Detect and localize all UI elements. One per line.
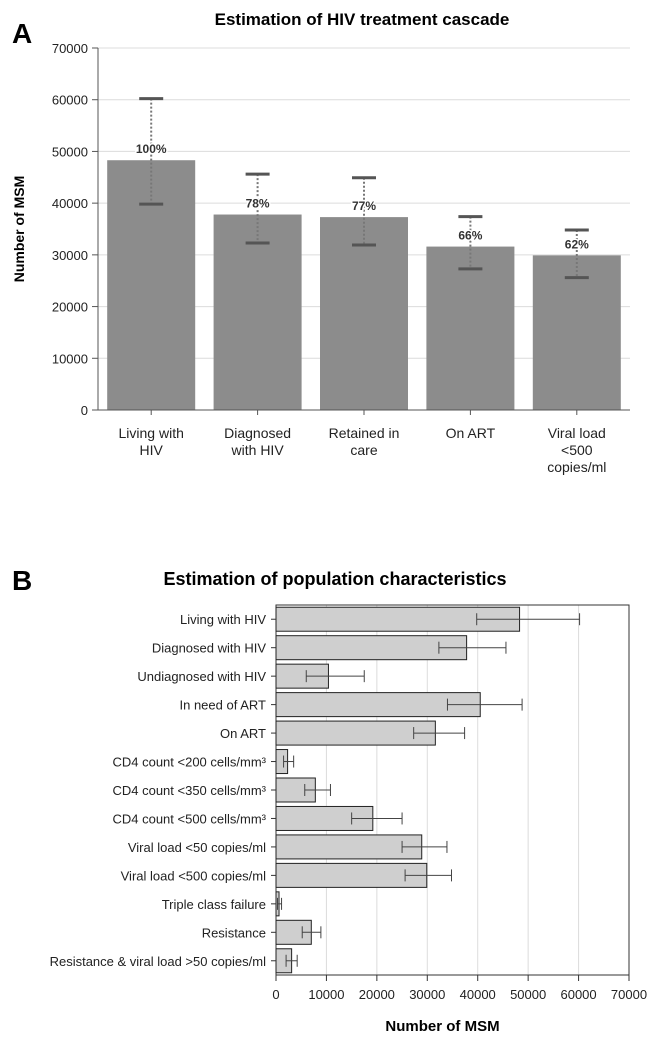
bar	[275, 635, 468, 661]
x-tick-label: 0	[272, 987, 279, 1002]
x-axis-label: Number of MSM	[385, 1018, 499, 1035]
x-tick-label: 40000	[460, 987, 496, 1002]
y-tick-label: 70000	[52, 41, 88, 56]
bar	[275, 862, 428, 888]
y-tick-label: 20000	[52, 300, 88, 315]
x-tick-label: 10000	[308, 987, 344, 1002]
x-tick-label: 30000	[409, 987, 445, 1002]
chart-b-title: Estimation of population characteristics	[163, 569, 507, 589]
y-tick-label: Living with HIV	[180, 612, 266, 627]
y-tick-label: CD4 count <350 cells/mm³	[112, 783, 266, 798]
y-tick-label: Triple class failure	[162, 897, 266, 912]
bar	[320, 217, 408, 410]
x-tick-label: Living with	[119, 425, 184, 441]
x-tick-label: 50000	[510, 987, 546, 1002]
y-axis-label: Number of MSM	[11, 176, 27, 283]
bar	[213, 214, 302, 410]
x-tick-label: copies/ml	[547, 459, 606, 475]
x-tick-label: <500	[561, 442, 593, 458]
bar	[532, 255, 621, 410]
x-tick-label: 20000	[359, 987, 395, 1002]
y-tick-label: Undiagnosed with HIV	[137, 669, 266, 684]
chart-a-title: Estimation of HIV treatment cascade	[214, 10, 510, 29]
y-tick-label: Viral load <50 copies/ml	[128, 840, 266, 855]
panel-a-label: A	[12, 18, 33, 49]
y-tick-label: Viral load <500 copies/ml	[121, 868, 266, 883]
y-tick-label: CD4 count <500 cells/mm³	[112, 811, 266, 826]
y-tick-label: In need of ART	[180, 698, 267, 713]
y-tick-label: Resistance & viral load >50 copies/ml	[50, 954, 267, 969]
y-tick-label: 30000	[52, 248, 88, 263]
y-tick-label: Resistance	[202, 925, 266, 940]
y-tick-label: Diagnosed with HIV	[152, 641, 266, 656]
data-label: 62%	[565, 237, 589, 251]
data-label: 78%	[246, 197, 270, 211]
y-tick-label: 60000	[52, 93, 88, 108]
x-tick-label: On ART	[446, 425, 496, 441]
bar	[275, 834, 423, 860]
chart-a: 0 10000 20000 30000 40000 50000 60000 70000 Numb…	[11, 41, 630, 475]
y-tick-label: On ART	[220, 726, 266, 741]
x-tick-label: with HIV	[231, 442, 285, 458]
y-tick-label: 40000	[52, 196, 88, 211]
bar	[107, 160, 196, 410]
x-tick-label: Diagnosed	[224, 425, 291, 441]
data-label: 66%	[458, 229, 482, 243]
bar	[275, 720, 436, 746]
data-label: 77%	[352, 199, 376, 213]
y-tick-label: 50000	[52, 144, 88, 159]
y-tick-label: CD4 count <200 cells/mm³	[112, 755, 266, 770]
data-label: 100%	[136, 142, 167, 156]
x-tick-label: 70000	[611, 987, 647, 1002]
y-tick-label: 10000	[52, 351, 88, 366]
x-tick-label: Retained in	[329, 425, 400, 441]
x-tick-label: care	[350, 442, 377, 458]
y-tick-label: 0	[81, 403, 88, 418]
bar	[426, 246, 515, 410]
x-tick-label: Viral load	[548, 425, 606, 441]
bar	[275, 692, 481, 718]
x-tick-label: 60000	[560, 987, 596, 1002]
x-tick-label: HIV	[140, 442, 164, 458]
panel-b-label: B	[12, 565, 33, 596]
